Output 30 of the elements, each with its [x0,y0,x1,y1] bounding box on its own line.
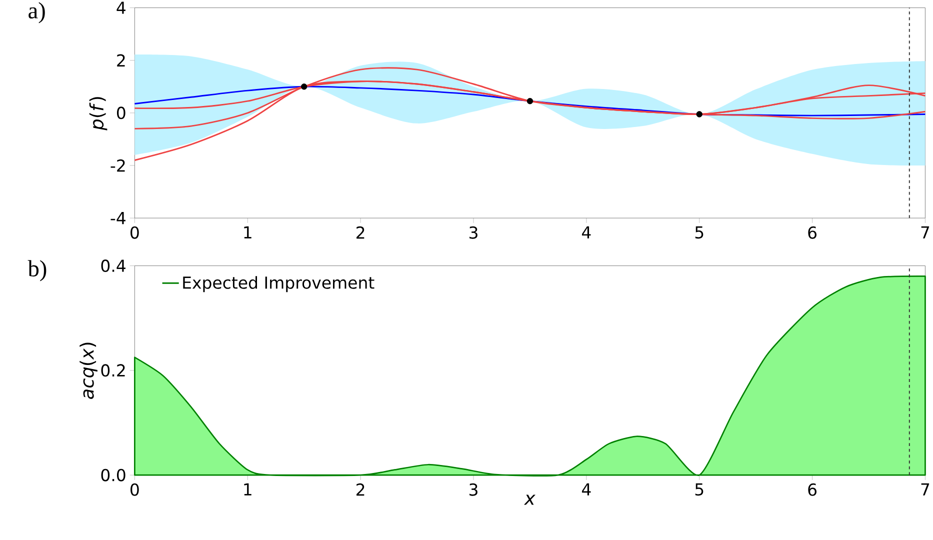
x-tick-label: 2 [356,226,364,238]
y-axis-title: acq(x) [80,342,98,399]
text: b) [28,260,46,282]
y-tick-label: 2 [117,54,125,66]
x-tick-label: 0 [130,483,139,496]
y-tick-label: 0.0 [101,468,126,482]
y-tick-label: -2 [110,159,125,172]
x-tick-label: 6 [808,483,816,496]
x-tick-label: 6 [808,226,816,239]
x-tick-label: 7 [921,226,930,238]
x-tick-label: 4 [582,483,591,496]
x-tick-label: 1 [244,483,252,496]
y-axis-title: p(f) [89,96,108,130]
x-tick-label: 5 [695,483,704,496]
y-tick-label: 0.2 [101,364,125,376]
x-tick-label: 3 [470,226,478,239]
x-tick-label: 0 [130,226,139,239]
x-tick-label: 3 [470,483,478,496]
x-tick-label: 2 [356,483,364,496]
x-tick-label: 5 [695,226,704,238]
legend-label: Expected Improvement [183,276,374,292]
y-tick-label: -4 [110,212,126,224]
x-tick-label: 7 [921,483,930,496]
x-tick-label: 1 [244,226,252,238]
y-tick-label: 0 [116,106,126,119]
y-tick-label: 4 [116,2,126,14]
y-tick-label: 0.4 [101,259,126,272]
x-tick-label: 4 [582,226,591,238]
x-axis-title: x [524,494,536,505]
text: a) [28,2,45,24]
